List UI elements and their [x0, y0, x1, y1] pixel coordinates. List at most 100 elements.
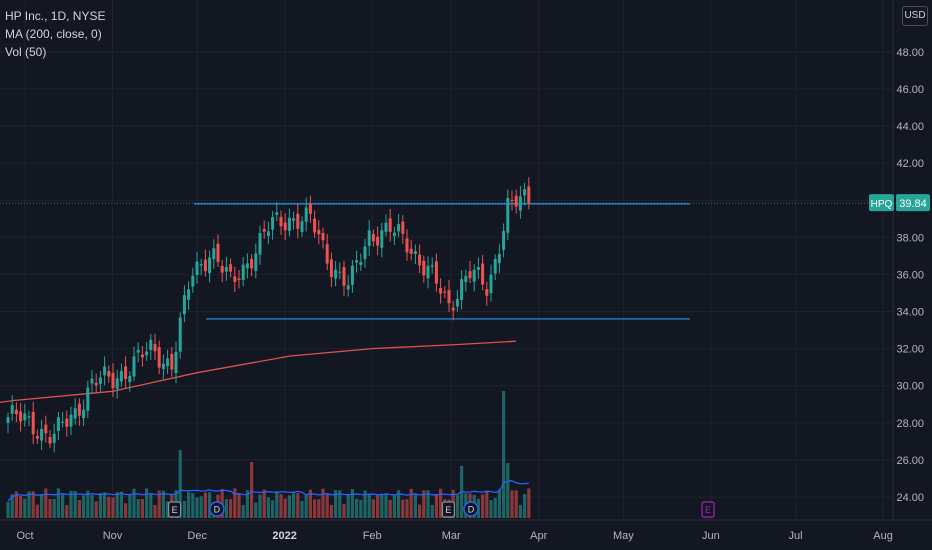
volume-bar	[153, 504, 157, 518]
volume-bar	[518, 504, 522, 518]
volume-bar	[119, 491, 123, 518]
volume-bar	[287, 495, 291, 518]
volume-bar	[485, 490, 489, 518]
candle-body	[65, 418, 69, 427]
volume-bar	[69, 490, 73, 518]
chart-legend: HP Inc., 1D, NYSE MA (200, close, 0) Vol…	[5, 7, 105, 61]
candle-body	[61, 421, 65, 423]
candle-body	[317, 229, 321, 235]
candle-body	[178, 317, 182, 352]
price-tick-label: 44.00	[896, 121, 924, 133]
candle-body	[506, 197, 510, 233]
volume-bar	[229, 499, 233, 518]
candle-body	[174, 351, 178, 374]
volume-indicator-label[interactable]: Vol (50)	[5, 45, 47, 59]
candle-body	[481, 263, 485, 285]
candle-body	[56, 417, 60, 431]
candle-body	[523, 189, 527, 196]
candle-body	[23, 413, 27, 421]
candle-body	[14, 409, 18, 415]
candle-body	[464, 275, 468, 282]
volume-bar	[392, 495, 396, 518]
volume-bar	[346, 494, 350, 518]
candle-body	[111, 372, 115, 389]
candle-body	[514, 195, 518, 207]
volume-bar	[136, 499, 140, 518]
candle-body	[275, 212, 279, 215]
time-tick-label: Apr	[530, 530, 547, 542]
candle-body	[145, 351, 149, 356]
candle-body	[10, 405, 14, 414]
time-tick-label: Oct	[16, 530, 33, 542]
candle-body	[195, 261, 199, 275]
candle-body	[338, 271, 342, 273]
volume-bar	[82, 495, 86, 518]
volume-bar	[40, 494, 44, 518]
price-axis[interactable]: 24.00 26.00 28.00 30.00 32.00 34.00 36.00 38.00…	[896, 47, 924, 504]
candle-body	[107, 371, 111, 377]
candle-body	[451, 307, 455, 311]
volume-bar	[132, 488, 136, 518]
volume-bar	[497, 489, 501, 518]
candle-body	[283, 222, 287, 231]
candle-body	[40, 428, 44, 441]
volume-bar	[124, 503, 128, 518]
candle-body	[90, 378, 94, 384]
volume-bar	[317, 499, 321, 518]
volume-bar	[334, 490, 338, 518]
ma-indicator-label[interactable]: MA (200, close, 0)	[5, 27, 102, 41]
volume-bar	[111, 497, 115, 518]
volume-bar	[413, 494, 417, 518]
symbol-badge	[869, 194, 894, 212]
candle-body	[405, 238, 409, 253]
time-tick-label: Feb	[363, 530, 382, 542]
candle-body	[418, 254, 422, 266]
candle-body	[325, 244, 329, 264]
candle-body	[384, 222, 388, 232]
candle-body	[182, 295, 186, 315]
candle-body	[124, 366, 128, 379]
currency-button[interactable]: USD	[902, 6, 928, 26]
candle-body	[212, 248, 216, 260]
price-tick-label: 24.00	[896, 492, 924, 504]
volume-bar	[224, 499, 228, 518]
time-axis[interactable]: Oct Nov Dec 2022 Feb Mar Apr May Jun Jul Aug	[16, 530, 892, 542]
volume-bar	[161, 490, 165, 518]
volume-bar	[103, 492, 107, 518]
volume-bar	[107, 496, 111, 518]
candle-body	[203, 259, 207, 272]
candle-body	[430, 265, 434, 267]
dividend-icon	[209, 501, 225, 517]
candle-body	[35, 436, 39, 439]
volume-bar	[308, 489, 312, 518]
candle-body	[455, 299, 459, 307]
dividend-label: D	[468, 505, 475, 515]
candle-body	[342, 267, 346, 286]
candle-body	[292, 218, 296, 221]
candle-body	[241, 264, 245, 280]
price-badge	[896, 194, 930, 212]
volume-bar	[510, 490, 514, 518]
volume-bar	[10, 494, 14, 518]
candle-body	[371, 234, 375, 242]
candle-body	[103, 366, 107, 376]
grid	[0, 0, 893, 520]
volume-bar	[397, 490, 401, 518]
volume-bar	[48, 498, 52, 518]
volume-bar	[195, 497, 199, 518]
volume-bar	[329, 504, 333, 518]
volume-bar	[35, 504, 39, 518]
candle-body	[434, 261, 438, 284]
volume-bar	[418, 504, 422, 518]
candle-body	[350, 265, 354, 285]
volume-bar	[90, 495, 94, 518]
volume-bar	[405, 499, 409, 518]
price-tick-label: 38.00	[896, 232, 924, 244]
candle-body	[426, 265, 430, 279]
symbol-title[interactable]: HP Inc., 1D, NYSE	[5, 9, 106, 23]
symbol-badge-text: HPQ	[871, 199, 893, 210]
candle-body	[422, 260, 426, 276]
candle-body	[472, 269, 476, 282]
